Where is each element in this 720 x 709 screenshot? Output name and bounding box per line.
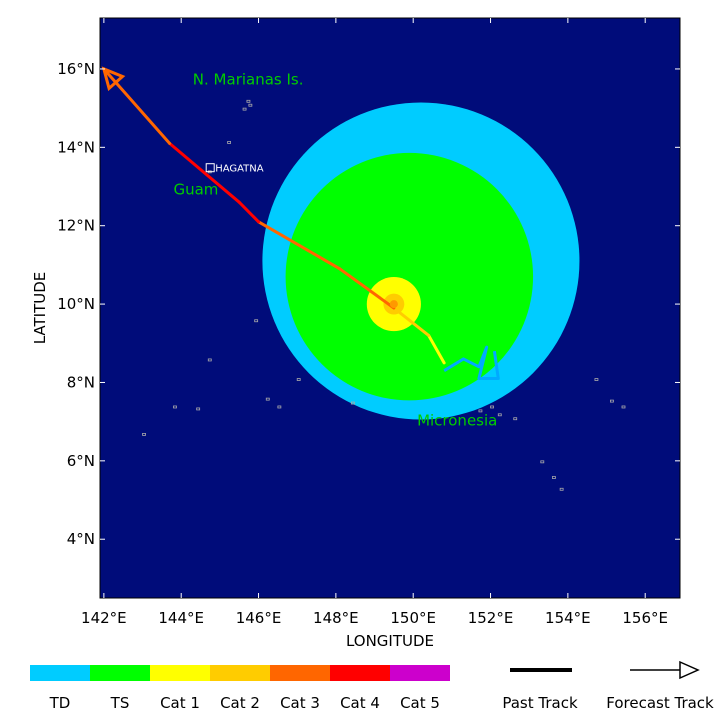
x-tick-label: 156°E [622,609,668,627]
city-marker [205,163,215,173]
map-plot-area: N. Marianas Is. Guam Micronesia HAGATNA [101,66,626,491]
wind-radius-ts [285,152,534,401]
legend-swatch-cat-5 [390,665,450,681]
island [207,358,212,362]
y-tick-label: 10°N [57,295,95,313]
x-tick-label: 144°E [158,609,204,627]
legend: TD TS Cat 1 Cat 2 Cat 3 Cat 4 Cat 5 [30,660,700,709]
island [610,399,614,403]
map-frame [99,17,681,599]
x-tick-label: 146°E [236,609,282,627]
x-tick-label: 154°E [545,609,591,627]
legend-swatch-cat-2 [210,665,270,681]
island [296,378,301,381]
region-label-n-marianas-is: N. Marianas Is. [193,71,304,89]
y-tick-label: 6°N [67,452,95,470]
legend-label-cat-4: Cat 4 [340,694,380,709]
island [227,141,232,144]
region-label-micronesia: Micronesia [417,412,497,430]
island [173,405,177,409]
map-axes: 142°E 144°E 146°E 148°E 150°E 152°E 154°E 156°E… [57,18,680,627]
forecast-arrowhead [101,66,126,92]
legend-forecast-arrowhead [679,660,700,680]
y-tick-label: 16°N [57,60,95,78]
y-tick-label: 14°N [57,138,95,156]
forecast-track-segment [168,141,241,204]
legend-swatch-td [30,665,90,681]
x-tick-label: 148°E [313,609,359,627]
region-label-guam: Guam [173,180,218,198]
island [196,407,201,411]
island [490,405,494,409]
forecast-track-segment [338,267,396,310]
island [142,433,146,436]
x-tick-label: 150°E [390,609,436,627]
y-tick-label: 12°N [57,217,95,235]
legend-swatch-cat-3 [270,665,330,681]
legend-forecast-track-label: Forecast Track [606,694,714,709]
past-track [443,345,500,381]
legend-label-cat-5: Cat 5 [400,694,440,709]
island [559,487,564,491]
island [497,413,502,417]
island [254,319,259,323]
y-tick-label: 8°N [67,373,95,391]
x-tick-label: 142°E [81,609,127,627]
legend-past-track-label: Past Track [502,694,578,709]
city-label: HAGATNA [215,164,264,175]
island [246,99,251,103]
island [540,460,545,464]
forecast-track-segment [257,220,342,271]
island [621,405,626,409]
storm-center [389,300,398,309]
legend-label-td: TD [49,694,71,709]
island [478,409,483,413]
legend-label-cat-1: Cat 1 [160,694,200,709]
forecast-track-segment [427,333,446,365]
island [242,107,247,111]
legend-label-cat-2: Cat 2 [220,694,260,709]
forecast-track-segment [237,200,261,224]
island [350,401,355,405]
x-axis-title: LONGITUDE [346,632,434,650]
legend-swatch-cat-4 [330,665,390,681]
legend-label-cat-3: Cat 3 [280,694,320,709]
x-tick-label: 152°E [468,609,514,627]
island [594,378,599,381]
y-tick-label: 4°N [67,530,95,548]
island [513,417,518,421]
island [265,397,270,401]
forecast-track-segment [392,306,431,337]
island [552,476,556,479]
island [248,103,253,107]
y-axis-title: LATITUDE [31,272,49,345]
legend-label-ts: TS [110,694,130,709]
legend-swatch-ts [90,665,150,681]
legend-swatch-cat-1 [150,665,210,681]
island [277,405,282,409]
